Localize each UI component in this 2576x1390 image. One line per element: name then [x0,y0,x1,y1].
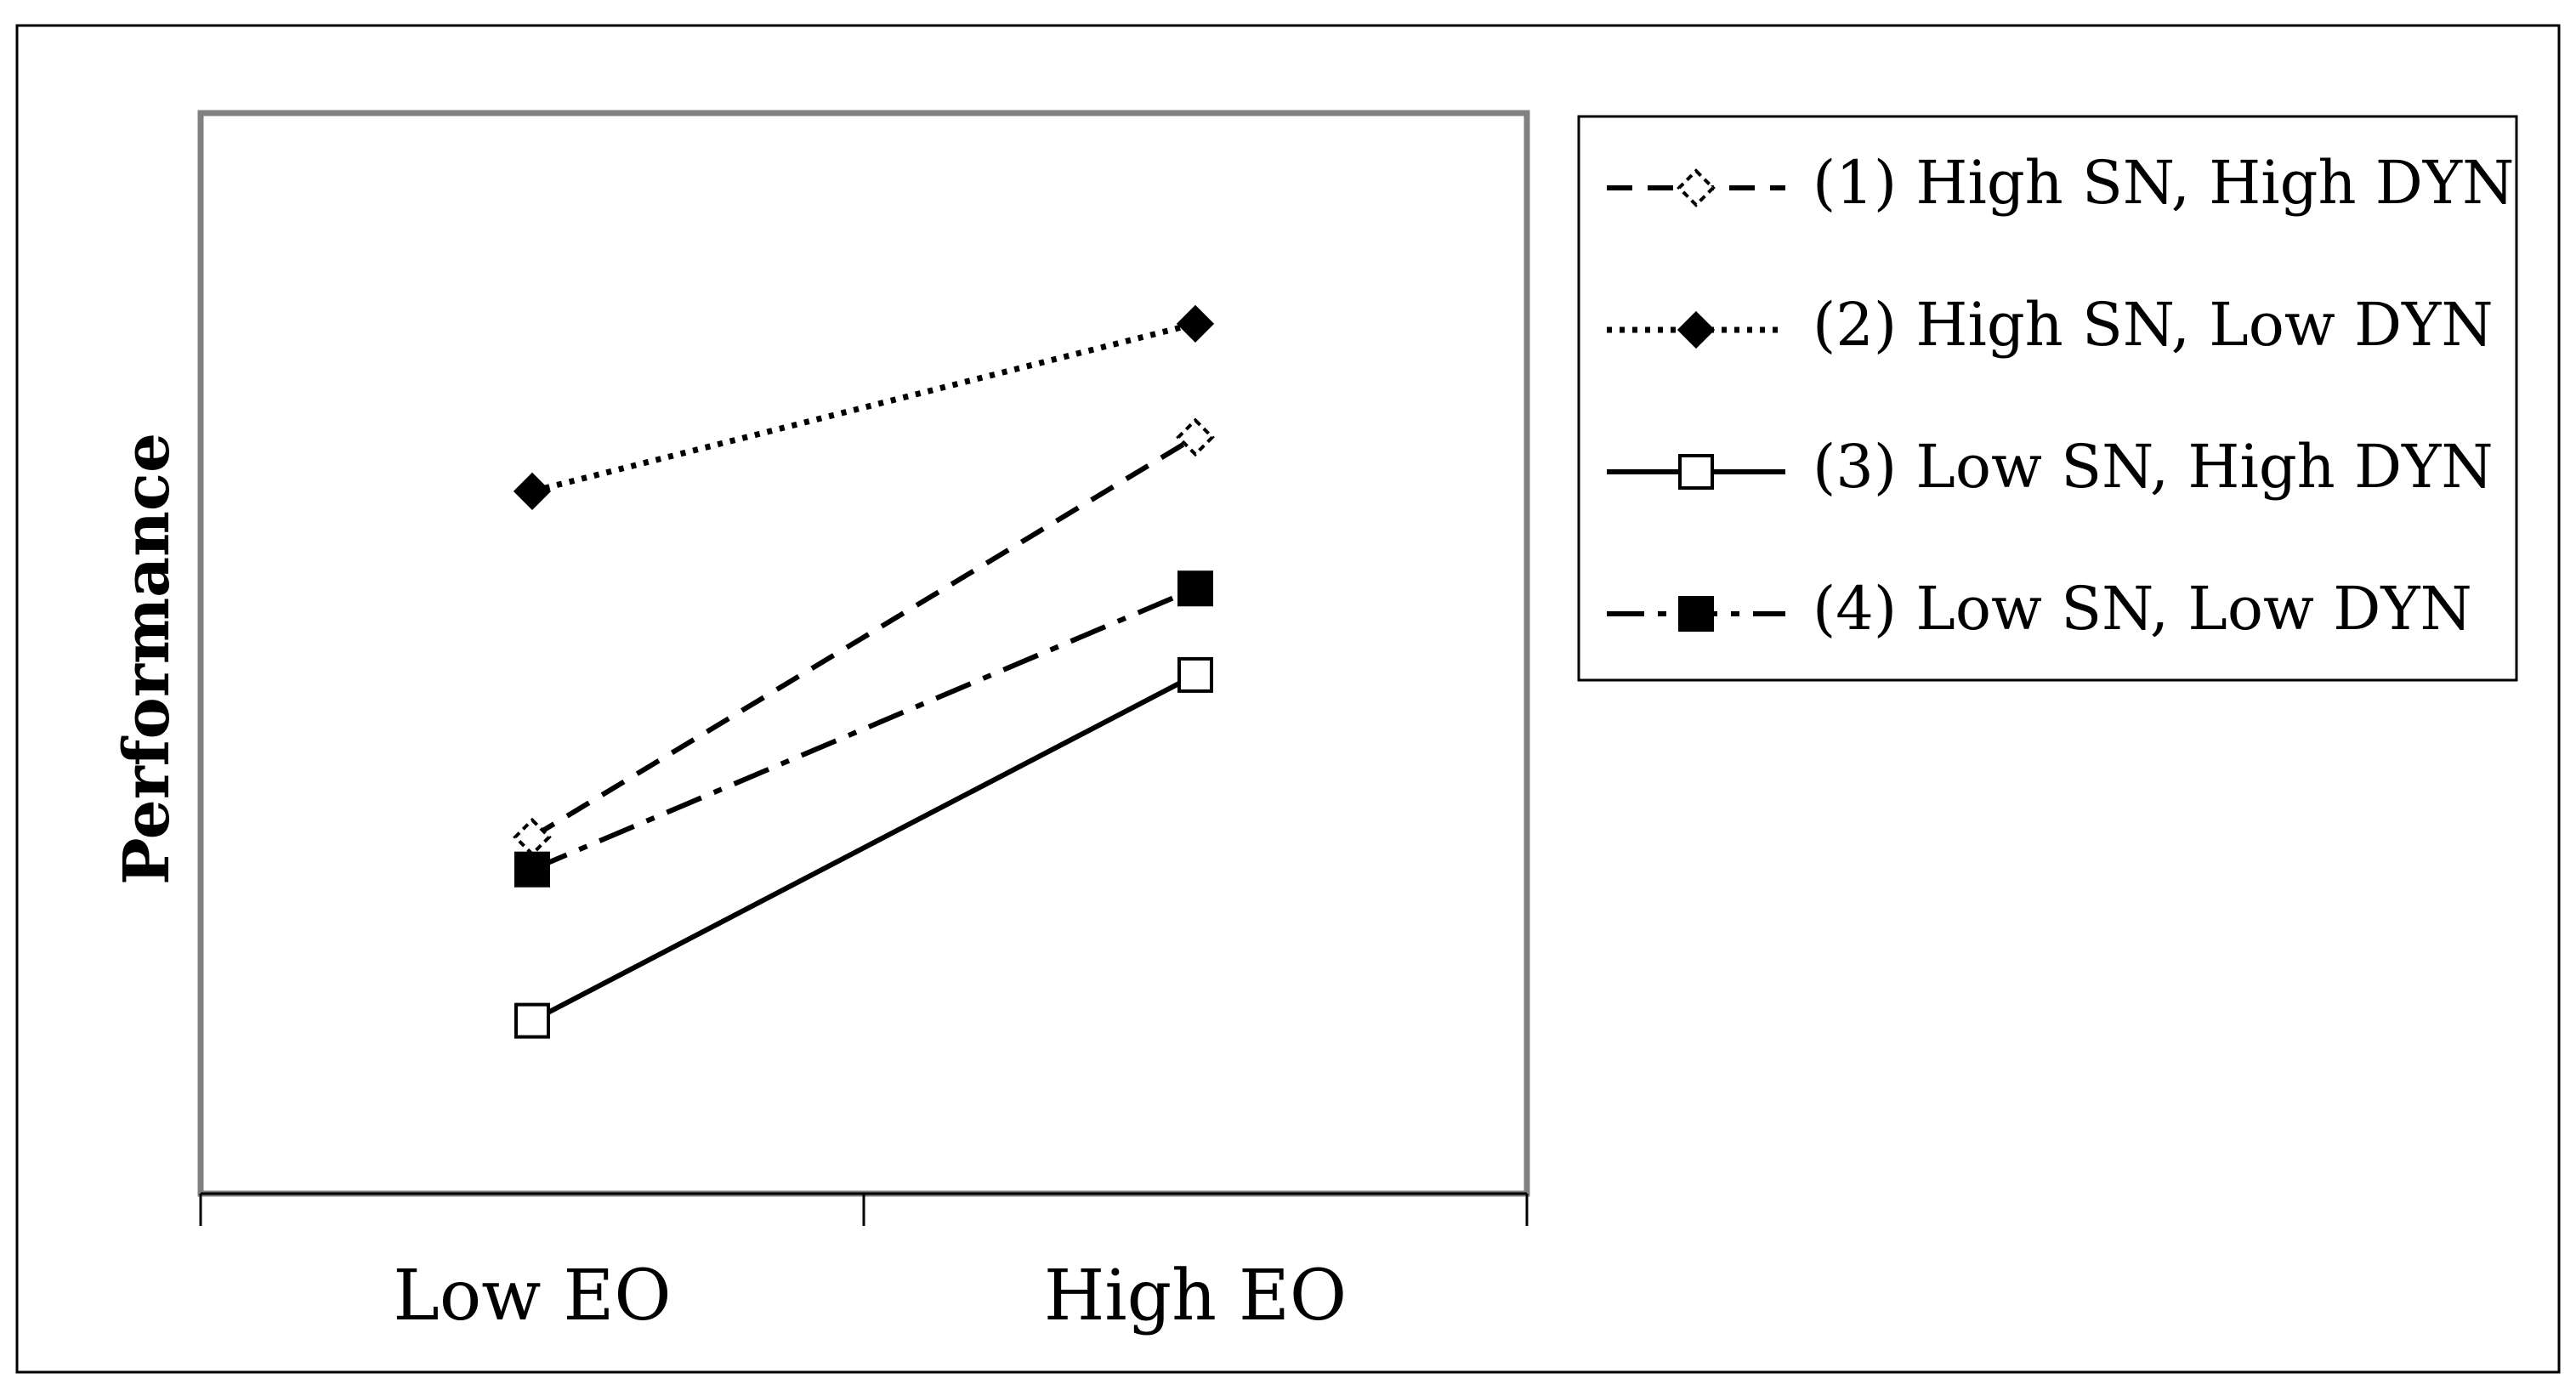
series-2 [513,304,1215,510]
series-3 [514,656,1213,1039]
data-point-marker [514,1002,550,1039]
series-line [531,586,1197,872]
plot-area-border [197,110,1530,1197]
x-tick-label-low-eo: Low EO [393,1256,671,1336]
series-layer [513,304,1215,1039]
legend [1607,168,1785,632]
data-point-marker [1176,417,1215,457]
legend-label: (3) Low SN, High DYN [1813,432,2494,502]
legend-marker [1677,168,1716,207]
legend-label: (2) High SN, Low DYN [1813,290,2494,360]
data-point-marker [1177,570,1213,607]
legend-label: (4) Low SN, Low DYN [1813,574,2472,644]
legend-marker [1677,310,1716,349]
series-4 [514,570,1213,888]
legend-box [1577,115,2518,682]
legend-marker [1678,454,1714,490]
x-tick-label-high-eo: High EO [1044,1256,1347,1336]
legend-marker [1678,596,1714,632]
data-point-marker [1176,304,1215,343]
y-axis-label: Performance [111,433,184,885]
legend-label: (1) High SN, High DYN [1813,148,2514,218]
data-point-marker [513,472,552,510]
series-line [531,672,1197,1024]
data-point-marker [1177,656,1213,693]
data-point-marker [514,851,550,888]
series-line [531,434,1197,840]
